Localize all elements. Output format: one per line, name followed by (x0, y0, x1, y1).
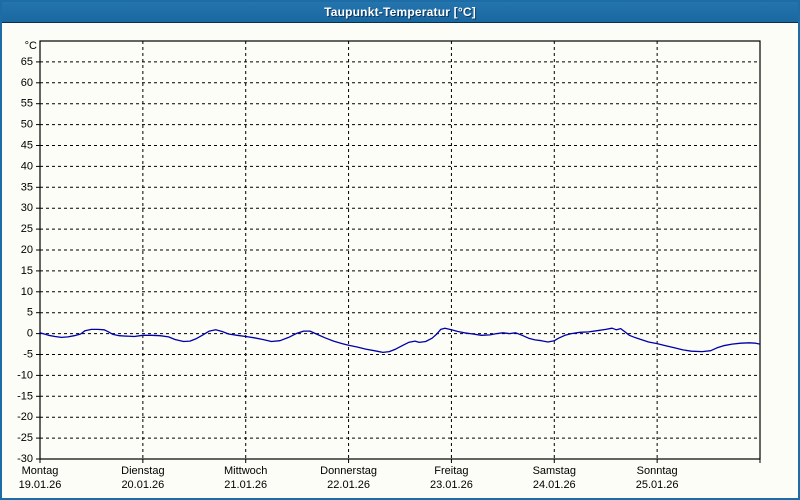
day-date-label: 22.01.26 (327, 479, 370, 491)
day-weekday-label: Montag (22, 465, 59, 477)
day-weekday-label: Donnerstag (320, 465, 377, 477)
chart-canvas: -30 -25 -20 -15 -10 -5 0 5 10 15 20 25 30 35 40 45 50 55 6… (17, 40, 761, 491)
series-line (39, 327, 761, 354)
svg-text:15: 15 (21, 265, 33, 277)
svg-text:-30: -30 (17, 453, 33, 465)
svg-text:55: 55 (21, 98, 33, 110)
svg-text:40: 40 (21, 160, 33, 172)
svg-text:-25: -25 (17, 432, 33, 444)
svg-text:45: 45 (21, 140, 33, 152)
svg-text:-5: -5 (23, 349, 33, 361)
title-bar: Taupunkt-Temperatur [°C] (2, 2, 798, 23)
day-date-label: 24.01.26 (533, 479, 576, 491)
day-weekday-label: Samstag (533, 465, 576, 477)
y-axis-unit-label: °C (25, 40, 37, 52)
svg-text:-20: -20 (17, 411, 33, 423)
svg-text:5: 5 (27, 307, 33, 319)
y-axis-labels: -30 -25 -20 -15 -10 -5 0 5 10 15 20 25 30 35 40 45 50 55 6… (17, 56, 33, 465)
day-date-label: 21.01.26 (224, 479, 267, 491)
svg-text:30: 30 (21, 202, 33, 214)
x-axis-ticks (39, 459, 761, 463)
x-axis-labels: Montag 19.01.26 Dienstag 20.01.26 Mittwoch 21… (19, 465, 679, 491)
svg-text:0: 0 (27, 328, 33, 340)
svg-text:-15: -15 (17, 390, 33, 402)
svg-text:20: 20 (21, 244, 33, 256)
day-date-label: 20.01.26 (121, 479, 164, 491)
y-axis-ticks (36, 61, 40, 460)
svg-text:60: 60 (21, 77, 33, 89)
day-weekday-label: Mittwoch (224, 465, 267, 477)
day-date-label: 19.01.26 (19, 479, 62, 491)
svg-text:25: 25 (21, 223, 33, 235)
chart-area: -30 -25 -20 -15 -10 -5 0 5 10 15 20 25 30 35 40 45 50 55 6… (2, 23, 798, 498)
svg-text:10: 10 (21, 286, 33, 298)
svg-text:35: 35 (21, 181, 33, 193)
window-title: Taupunkt-Temperatur [°C] (324, 5, 476, 19)
day-date-label: 25.01.26 (636, 479, 679, 491)
day-date-label: 23.01.26 (430, 479, 473, 491)
day-weekday-label: Freitag (434, 465, 468, 477)
day-weekday-label: Dienstag (121, 465, 164, 477)
svg-text:-10: -10 (17, 369, 33, 381)
day-weekday-label: Sonntag (637, 465, 678, 477)
svg-text:50: 50 (21, 119, 33, 131)
svg-text:65: 65 (21, 56, 33, 68)
y-gridlines (40, 61, 760, 439)
x-gridlines (142, 41, 658, 459)
